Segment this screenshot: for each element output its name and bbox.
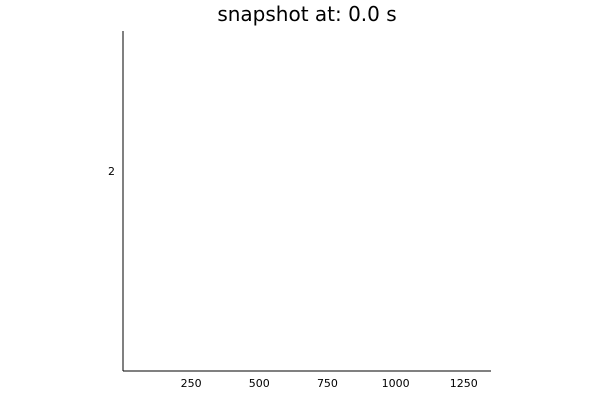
y-tick-label: 2 — [108, 165, 115, 178]
plot-area: 250 500 750 1000 1250 2 — [108, 31, 491, 390]
x-tick-label: 1250 — [450, 377, 478, 390]
x-tick-label: 750 — [317, 377, 338, 390]
x-tick-label: 1000 — [382, 377, 410, 390]
x-tick-label: 500 — [249, 377, 270, 390]
x-tick-label: 250 — [181, 377, 202, 390]
x-tick-labels: 250 500 750 1000 1250 — [181, 377, 478, 390]
chart-title: snapshot at: 0.0 s — [217, 2, 396, 26]
y-tick-labels: 2 — [108, 165, 115, 178]
